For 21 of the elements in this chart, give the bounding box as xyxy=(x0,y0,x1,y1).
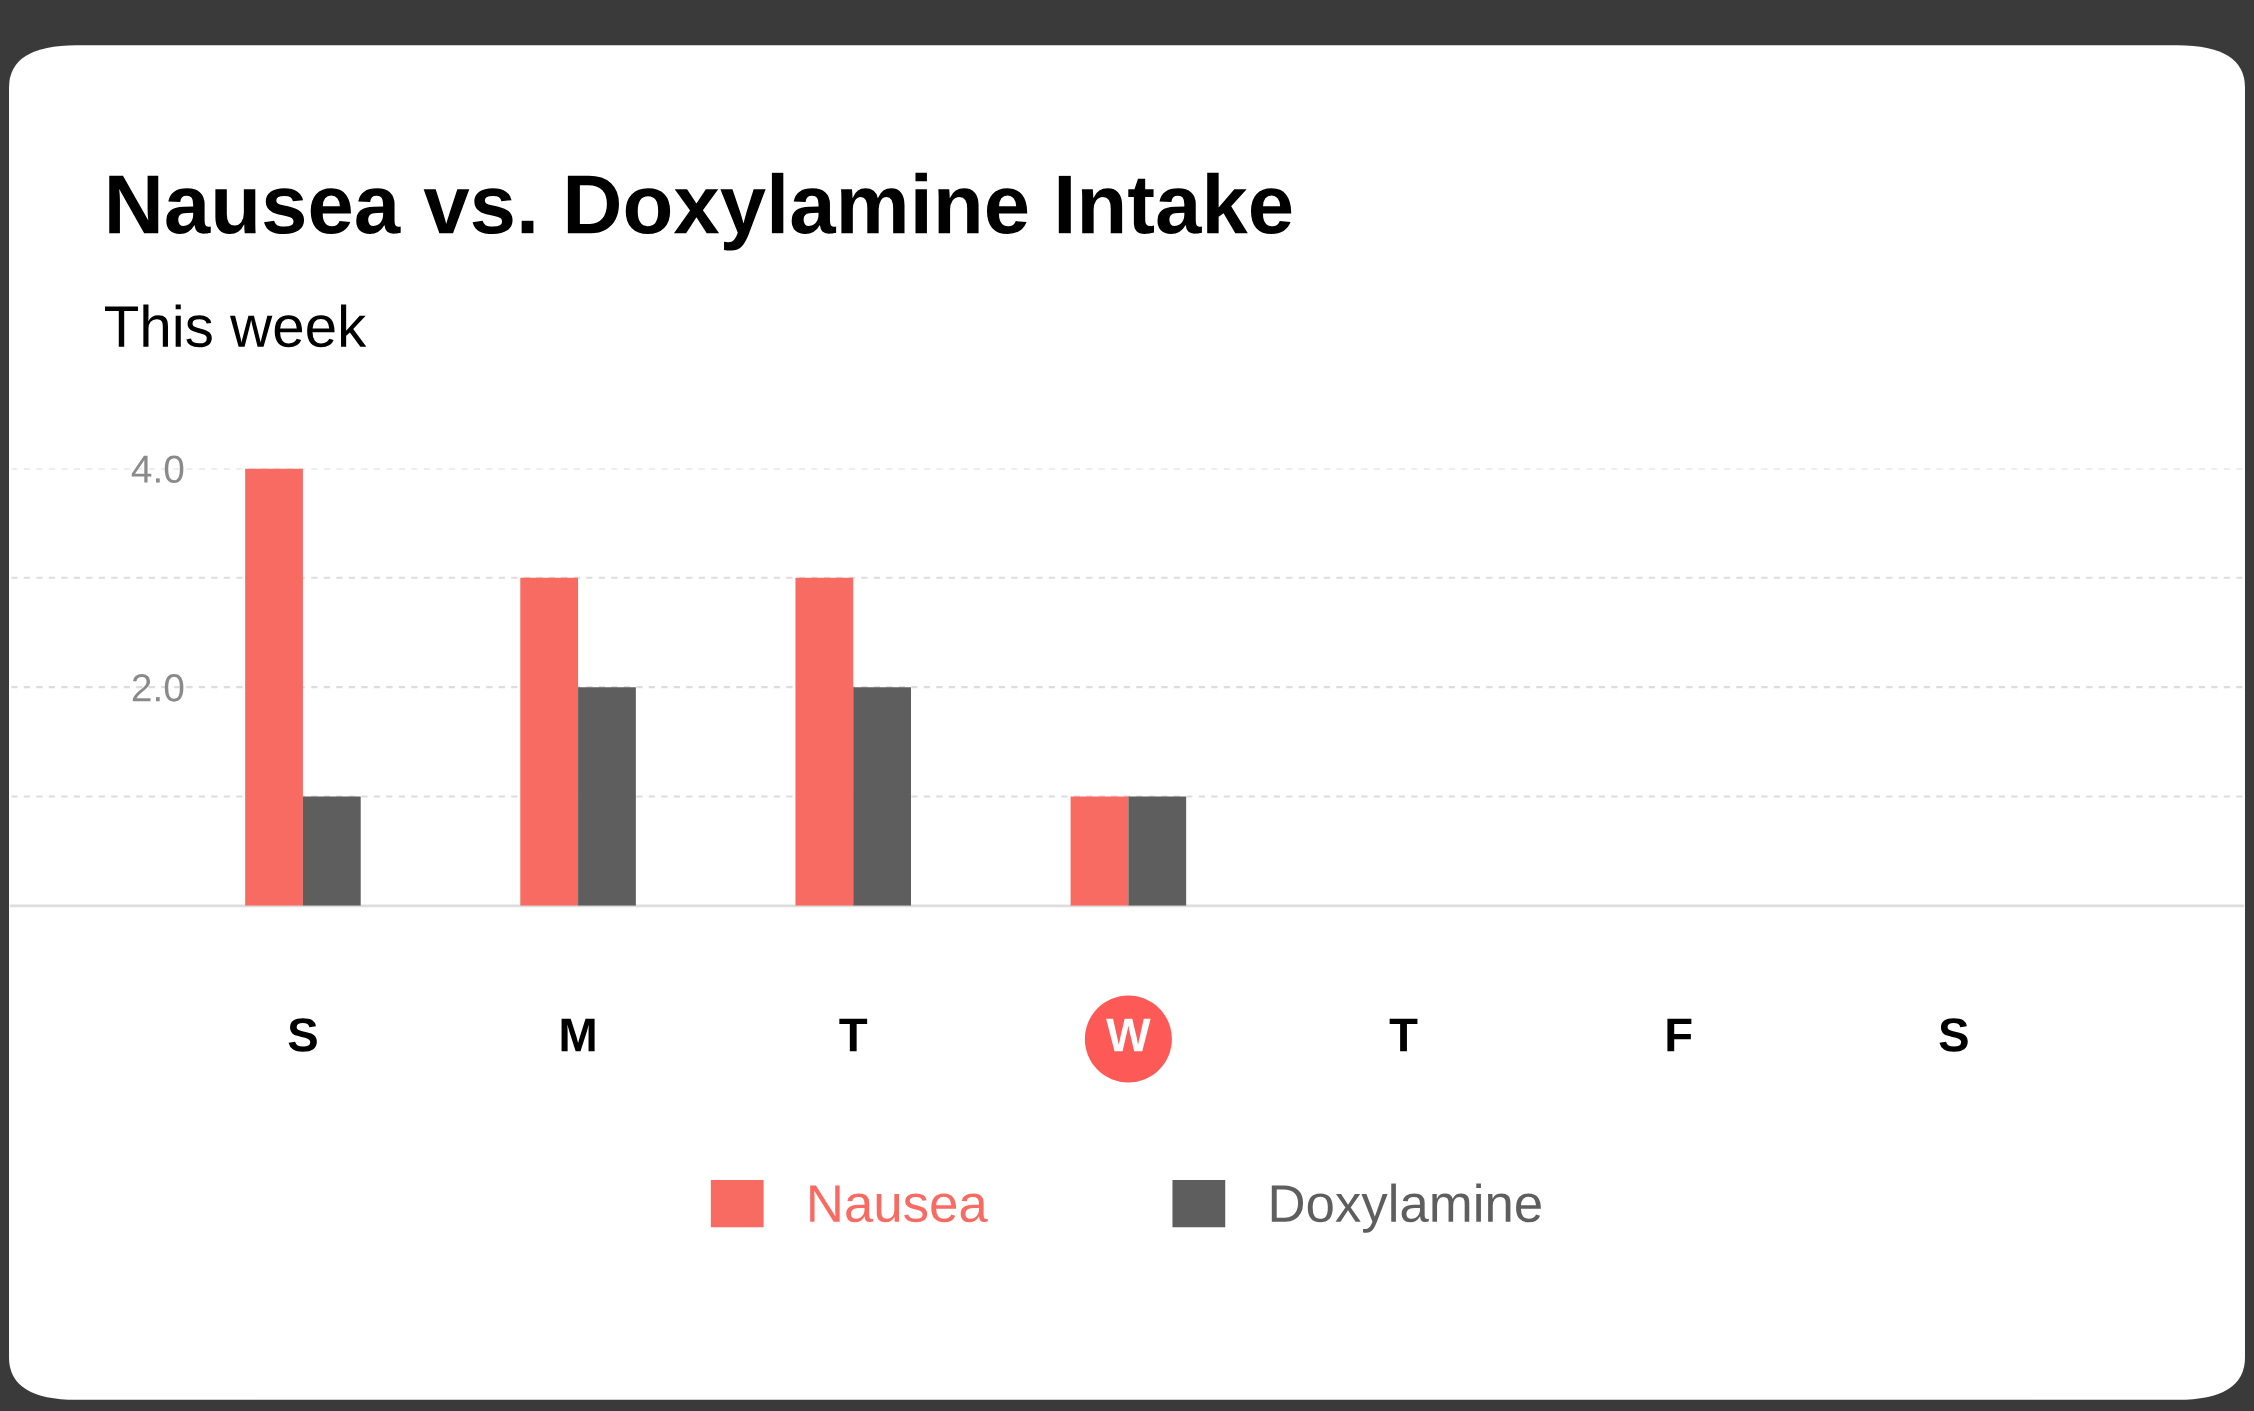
legend-label: Doxylamine xyxy=(1271,1183,1541,1233)
bar xyxy=(1070,796,1129,906)
x-tick-label: S xyxy=(288,1018,317,1052)
chart-subtitle: This week xyxy=(105,304,367,348)
x-tick-label: T xyxy=(839,1018,868,1052)
y-tick-label: 4.0 xyxy=(131,455,184,483)
bar xyxy=(853,687,912,906)
chart-title: Nausea vs. Doxylamine Intake xyxy=(109,172,1292,251)
bar xyxy=(245,468,303,906)
bar xyxy=(578,687,636,906)
legend-label: Nausea xyxy=(810,1185,988,1223)
bar xyxy=(302,796,361,906)
x-tick-label: M xyxy=(561,1018,595,1052)
y-tick-label: 2.0 xyxy=(132,674,184,702)
bar xyxy=(520,577,579,906)
bar xyxy=(795,577,854,906)
x-tick-label: F xyxy=(1667,1018,1692,1052)
bar xyxy=(1128,796,1187,906)
x-tick-label: T xyxy=(1389,1018,1418,1052)
x-tick-label: W xyxy=(1106,1018,1151,1052)
x-tick-label: S xyxy=(1939,1018,1968,1052)
